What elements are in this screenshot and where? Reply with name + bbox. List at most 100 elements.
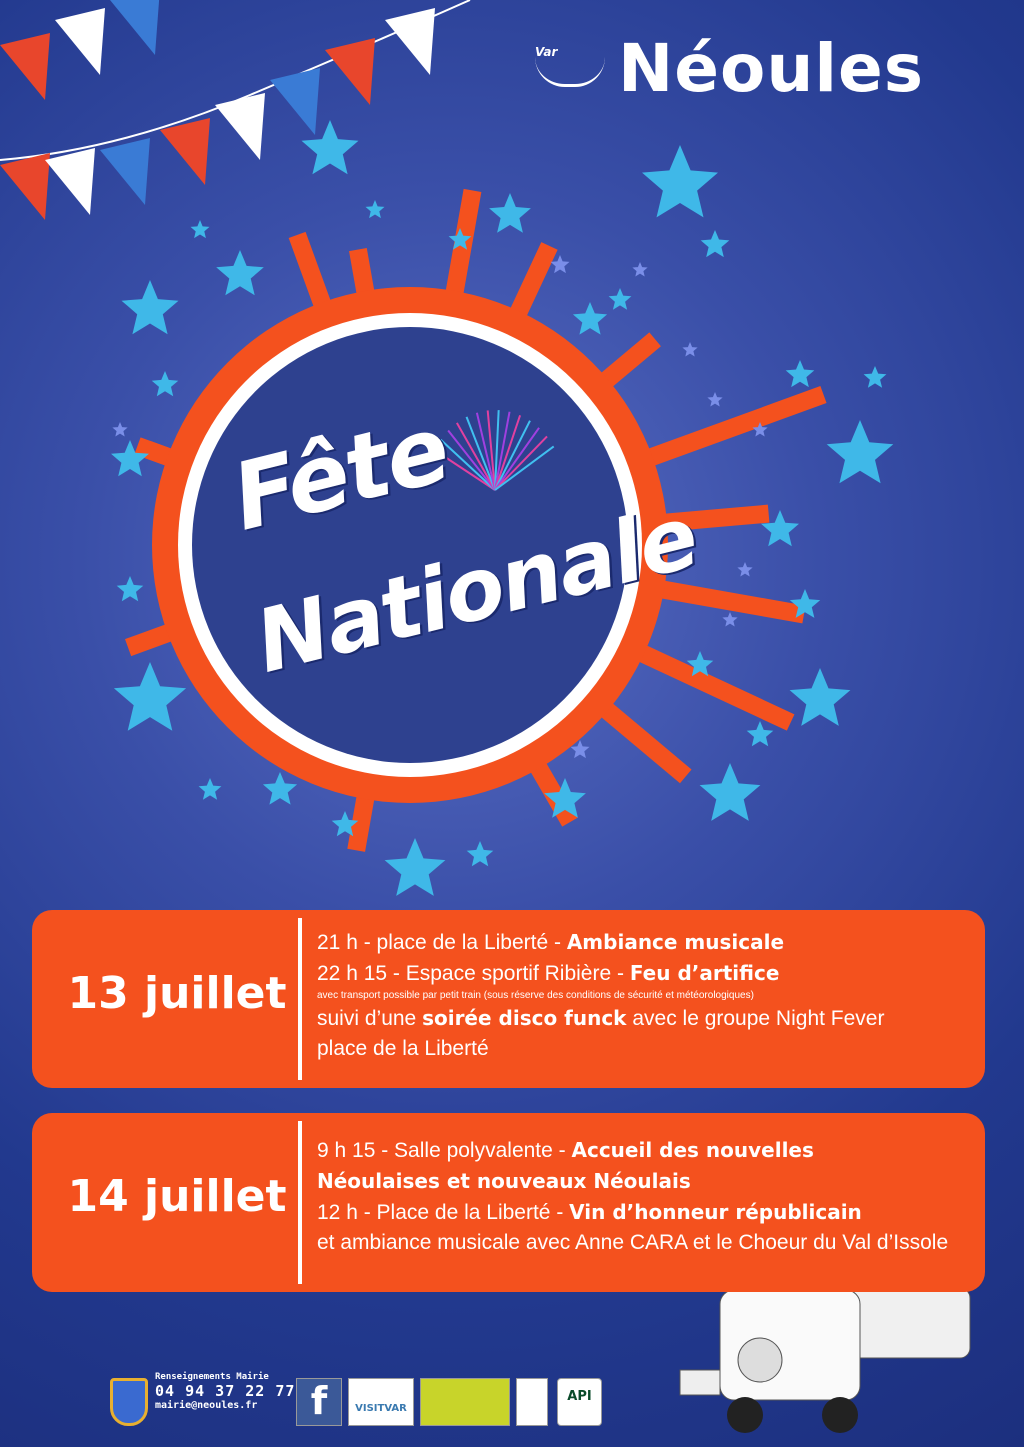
firework-burst	[494, 414, 522, 491]
train-headlight	[737, 1337, 783, 1383]
divider	[298, 918, 302, 1080]
firework-burst	[494, 445, 555, 491]
star-icon	[365, 200, 385, 219]
var-logo: Var	[535, 45, 605, 87]
star-icon	[826, 420, 894, 484]
firework-ray	[644, 577, 806, 624]
bunting-flag	[270, 68, 320, 135]
bunting-flag	[385, 8, 435, 75]
event-date: 14 juillet	[67, 1171, 287, 1222]
firework-burst	[475, 412, 496, 491]
star-icon	[682, 342, 698, 357]
star-icon	[632, 262, 648, 277]
logo-text: Var	[535, 45, 558, 59]
star-icon	[216, 250, 264, 296]
firework-burst	[494, 427, 540, 491]
firework-ray	[588, 692, 692, 784]
bunting-flag	[215, 93, 265, 160]
star-icon	[699, 763, 761, 821]
train-wagon	[849, 1287, 971, 1359]
bunting-flag	[0, 33, 50, 100]
line-bold: Vin d’honneur républicain	[569, 1200, 862, 1224]
firework-ray	[648, 504, 770, 534]
town-title: Néoules	[618, 30, 924, 107]
line-bold: Accueil des nouvelles	[571, 1138, 814, 1162]
star-icon	[642, 145, 718, 218]
star-icon	[752, 422, 768, 437]
star-icon	[111, 440, 149, 477]
star-icon	[121, 280, 179, 335]
star-icon	[550, 255, 570, 274]
event-line: Néoulaises et nouveaux Néoulais	[317, 1166, 948, 1197]
firework-burst	[494, 435, 548, 491]
contact-phone: 04 94 37 22 77	[155, 1382, 296, 1400]
star-icon	[722, 612, 738, 627]
firework-ray	[623, 638, 795, 731]
star-icon	[113, 662, 187, 731]
star-icon	[301, 120, 359, 175]
star-icon	[489, 193, 531, 233]
firework-burst	[447, 429, 496, 491]
firework-ray	[632, 386, 827, 472]
star-icon	[198, 778, 222, 800]
firework-burst	[433, 449, 496, 491]
line-plain: 22 h 15 - Espace sportif Ribière -	[317, 962, 630, 985]
star-icon	[863, 366, 887, 388]
line-plain: place de la Liberté	[317, 1037, 489, 1060]
facebook-icon[interactable]: f	[296, 1378, 342, 1426]
star-icon	[761, 510, 799, 547]
contact-label: Renseignements Mairie	[155, 1372, 269, 1382]
firework-burst	[486, 410, 496, 491]
line-bold: Feu d’artifice	[629, 961, 780, 985]
divider	[298, 1121, 302, 1284]
star-icon	[686, 651, 714, 677]
star-icon	[785, 360, 815, 388]
star-icon	[737, 562, 753, 577]
contact-email[interactable]: mairie@neoules.fr	[155, 1400, 258, 1411]
star-icon	[190, 220, 210, 239]
visitvar-logo: VISITVAR	[348, 1378, 414, 1426]
partner-logo-green	[420, 1378, 510, 1426]
line-plain: 12 h - Place de la Liberté -	[317, 1201, 570, 1224]
star-icon	[544, 778, 586, 818]
star-icon	[116, 576, 144, 602]
event-13-juillet: 13 juillet 21 h - place de la Liberté - …	[32, 910, 985, 1088]
firework-burst	[494, 411, 511, 491]
line-plain: 9 h 15 - Salle polyvalente -	[317, 1139, 572, 1162]
event-lines: 9 h 15 - Salle polyvalente - Accueil des…	[317, 1135, 948, 1258]
bunting-flag	[325, 38, 375, 105]
firework-burst	[494, 420, 531, 491]
event-line: et ambiance musicale avec Anne CARA et l…	[317, 1228, 948, 1258]
partner-logo-small	[516, 1378, 548, 1426]
event-lines: 21 h - place de la Liberté - Ambiance mu…	[317, 927, 884, 1064]
star-icon	[789, 589, 821, 618]
mairie-crest-icon	[110, 1378, 148, 1426]
star-icon	[262, 772, 298, 805]
star-icon	[746, 721, 774, 747]
medallion-center	[192, 327, 628, 763]
firework-burst	[456, 422, 496, 491]
bunting-flag	[55, 8, 105, 75]
train-wheel	[822, 1397, 858, 1433]
bunting-flag	[110, 0, 160, 55]
star-icon	[331, 811, 359, 837]
firework-burst	[465, 416, 496, 491]
line-plain: et ambiance musicale avec Anne CARA et l…	[317, 1231, 949, 1254]
bunting-flag	[160, 118, 210, 185]
star-icon	[570, 740, 590, 759]
star-icon	[448, 228, 472, 250]
line-plain: suivi d’une	[317, 1007, 423, 1030]
event-line: 21 h - place de la Liberté - Ambiance mu…	[317, 927, 884, 958]
firework-ray	[442, 188, 482, 311]
star-icon	[789, 668, 851, 726]
star-icon	[572, 302, 608, 335]
line-after: avec le groupe Night Fever	[626, 1007, 885, 1030]
bunting-flag	[45, 148, 95, 215]
bunting-flag	[100, 138, 150, 205]
api-logo: API	[557, 1378, 602, 1426]
event-line: 9 h 15 - Salle polyvalente - Accueil des…	[317, 1135, 948, 1166]
star-icon	[384, 838, 446, 896]
star-icon	[707, 392, 723, 407]
line-bold: soirée disco funck	[422, 1006, 627, 1030]
